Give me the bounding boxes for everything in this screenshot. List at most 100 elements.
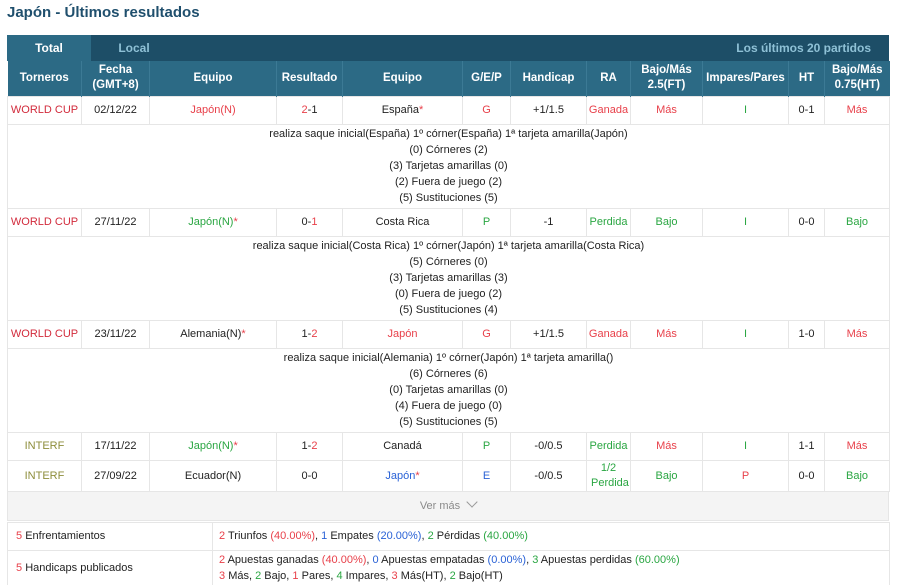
neutral-star: * <box>233 216 238 228</box>
home-team-name: Ecuador(N) <box>184 469 242 482</box>
col-equipo-home: Equipo <box>149 61 277 96</box>
wins-pct: (40.00%) <box>270 530 316 542</box>
away-team-name: España <box>381 104 420 116</box>
tourney-link[interactable]: WORLD CUP <box>7 207 82 237</box>
detail-kickoff: realiza saque inicial(España) 1º córner(… <box>269 127 628 140</box>
score-sep: - <box>307 469 312 482</box>
summary-label-text: Handicaps publicados <box>25 562 133 574</box>
last-20-selector[interactable]: Los últimos 20 partidos <box>736 41 871 55</box>
losses-label: Pérdidas <box>436 530 481 542</box>
gep-result: P <box>462 207 511 237</box>
neutral-star: * <box>419 104 424 116</box>
wins-label: Triunfos <box>227 530 268 542</box>
summary-table: 5 Enfrentamientos 2 Triunfos (40.00%), 1… <box>7 521 890 585</box>
home-team[interactable]: Ecuador(N) <box>149 459 277 492</box>
col-handicap: Handicap <box>510 61 587 96</box>
detail-corners: (6) Córneres (6) <box>409 367 488 380</box>
oe-result: I <box>702 319 789 349</box>
mas-count: 3 <box>219 570 226 582</box>
home-team[interactable]: Japón(N)* <box>149 431 277 461</box>
gep-result: G <box>462 95 511 125</box>
home-team[interactable]: Japón(N) <box>149 95 277 125</box>
away-team[interactable]: Costa Rica <box>342 207 463 237</box>
summary-row-handicaps: 5 Handicaps publicados 2 Apuestas ganada… <box>7 549 890 585</box>
table-row: INTERF 17/11/22 Japón(N)* 1-2 Canadá P -… <box>7 431 890 461</box>
ver-mas-label: Ver más <box>419 499 461 512</box>
tourney-link[interactable]: WORLD CUP <box>7 95 82 125</box>
detail-row: realiza saque inicial(Alemania) 1º córne… <box>7 347 890 433</box>
ht-score: 1-0 <box>788 319 825 349</box>
gep-result: E <box>462 459 511 492</box>
away-team[interactable]: Japón <box>342 319 463 349</box>
results-panel: Total Local Los últimos 20 partidos Torn… <box>7 35 890 585</box>
tab-local[interactable]: Local <box>118 41 150 55</box>
score-sep: - <box>307 328 312 340</box>
ra-result: Ganada <box>586 95 631 125</box>
summary-row-enfrentamientos: 5 Enfrentamientos 2 Triunfos (40.00%), 1… <box>7 521 890 551</box>
tab-bar: Total Local Los últimos 20 partidos <box>7 35 889 61</box>
bajo-count: 2 <box>255 570 262 582</box>
away-team[interactable]: Japón* <box>342 459 463 492</box>
col-bajo-mas-ht: Bajo/Más 0.75(HT) <box>824 61 890 96</box>
home-team-name: Alemania(N) <box>180 328 242 340</box>
impares-label: Impares, <box>345 570 389 582</box>
score[interactable]: 1-2 <box>276 431 343 461</box>
away-team[interactable]: España* <box>342 95 463 125</box>
home-team[interactable]: Japón(N)* <box>149 207 277 237</box>
ht-score: 0-1 <box>788 95 825 125</box>
summary-count: 5 <box>16 530 23 542</box>
home-team-name: Japón(N) <box>188 440 234 452</box>
handicap-value: -0/0.5 <box>510 459 587 492</box>
bajo-label: Bajo, <box>264 570 290 582</box>
col-equipo-away: Equipo <box>342 61 463 96</box>
gep-result: G <box>462 319 511 349</box>
detail-subs: (5) Sustituciones (5) <box>399 191 498 204</box>
tab-total[interactable]: Total <box>7 35 91 61</box>
detail-row: realiza saque inicial(Costa Rica) 1º cór… <box>7 235 890 321</box>
col-torneros: Torneros <box>7 61 82 96</box>
ver-mas-button[interactable]: Ver más <box>7 491 889 521</box>
score[interactable]: 1-2 <box>276 319 343 349</box>
score-home: 0 <box>301 469 308 482</box>
score[interactable]: 0-0 <box>276 459 343 492</box>
score[interactable]: 2-1 <box>276 95 343 125</box>
impares-count: 4 <box>336 570 343 582</box>
score[interactable]: 0-1 <box>276 207 343 237</box>
score-sep: - <box>307 104 312 116</box>
tourney-link[interactable]: INTERF <box>7 459 82 492</box>
col-bajo-mas-ft: Bajo/Más 2.5(FT) <box>630 61 703 96</box>
ou-result: Bajo <box>630 459 703 492</box>
detail-yellow: (3) Tarjetas amarillas (3) <box>389 271 508 284</box>
handicap-summary-line: 2 Apuestas ganadas (40.00%), 0 Apuestas … <box>219 554 680 566</box>
score-home: 0 <box>301 216 308 228</box>
away-team[interactable]: Canadá <box>342 431 463 461</box>
summary-values: 2 Apuestas ganadas (40.00%), 0 Apuestas … <box>212 549 890 585</box>
ou-result: Más <box>630 95 703 125</box>
losses-pct: (40.00%) <box>483 530 528 542</box>
away-team-name: Canadá <box>383 440 422 452</box>
ouht-result: Bajo <box>824 207 890 237</box>
score-sep: - <box>307 216 312 228</box>
col-gep: G/E/P <box>462 61 511 96</box>
detail-subs: (5) Sustituciones (5) <box>399 415 498 428</box>
ra-result: Perdida <box>586 431 631 461</box>
handicap-value: +1/1.5 <box>510 95 587 125</box>
home-team[interactable]: Alemania(N)* <box>149 319 277 349</box>
score-home: 2 <box>301 104 308 116</box>
wins-count: 2 <box>219 530 226 542</box>
tourney-link[interactable]: INTERF <box>7 431 82 461</box>
summary-label-text: Enfrentamientos <box>25 530 106 542</box>
match-date: 23/11/22 <box>81 319 150 349</box>
col-ht: HT <box>788 61 825 96</box>
mas-label: Más, <box>228 570 253 582</box>
match-details: realiza saque inicial(Alemania) 1º córne… <box>7 347 890 433</box>
score-away: 0 <box>311 469 318 482</box>
oe-result: I <box>702 95 789 125</box>
bajo-ht-count: 2 <box>449 570 456 582</box>
table-header: Torneros Fecha (GMT+8) Equipo Resultado … <box>7 61 890 96</box>
detail-offside: (2) Fuera de juego (2) <box>395 175 502 188</box>
oe-result: I <box>702 207 789 237</box>
score-away: 2 <box>311 440 318 452</box>
home-team-name: Japón(N) <box>188 216 234 228</box>
tourney-link[interactable]: WORLD CUP <box>7 319 82 349</box>
